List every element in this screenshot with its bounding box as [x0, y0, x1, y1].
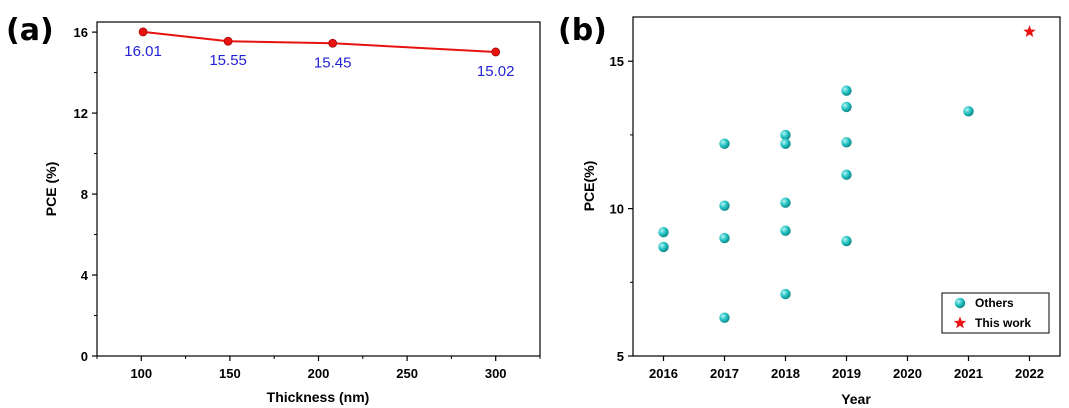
x-tick-label-b: 2022	[1015, 366, 1044, 381]
data-point-a	[328, 38, 338, 48]
data-point-a	[491, 47, 501, 57]
data-point-others	[780, 129, 791, 141]
data-label-a: 16.01	[124, 43, 162, 60]
data-point-others	[780, 288, 791, 300]
x-axis-label-a: Thickness (nm)	[267, 389, 370, 405]
data-point-others	[963, 106, 974, 117]
panel-b-label: (b)	[558, 13, 607, 48]
x-axis-label-b: Year	[841, 391, 871, 407]
x-tick-label-a: 200	[308, 366, 330, 381]
x-tick-label-a: 250	[396, 366, 418, 381]
data-label-a: 15.02	[477, 63, 515, 80]
y-axis-label-a: PCE (%)	[43, 162, 59, 216]
data-label-a: 15.55	[209, 52, 247, 69]
y-tick-label-b: 10	[610, 202, 624, 217]
y-tick-label-a: 16	[74, 25, 88, 40]
legend-marker-others	[954, 297, 966, 309]
legend-marker-this-work	[953, 316, 967, 329]
data-point-others	[658, 241, 669, 253]
y-tick-label-b: 5	[617, 349, 624, 364]
data-point-others	[658, 226, 669, 238]
plot-a-frame	[96, 21, 541, 357]
y-tick-label-a: 0	[81, 349, 88, 364]
y-tick-label-a: 12	[74, 106, 88, 121]
x-tick-label-b: 2017	[710, 366, 739, 381]
legend: Others This work	[941, 292, 1050, 334]
x-tick-label-b: 2020	[893, 366, 922, 381]
plot-b: 2016 2017 2018 2019 2020 2021 2022 5 10 15	[610, 16, 1061, 381]
y-tick-label-a: 4	[81, 268, 89, 283]
x-tick-label-b: 2018	[771, 366, 800, 381]
data-point-others	[719, 138, 730, 149]
legend-entry-others: Others	[975, 296, 1014, 310]
data-point-others	[841, 85, 852, 96]
y-axis-label-b: PCE(%)	[581, 161, 597, 212]
y-tick-label-b: 15	[610, 54, 624, 69]
data-point-others	[841, 101, 852, 113]
panel-a-label: (a)	[6, 13, 54, 48]
data-point-others	[841, 169, 852, 180]
x-tick-label-b: 2021	[954, 366, 983, 381]
data-point-others	[719, 232, 730, 244]
data-point-others	[719, 312, 730, 323]
data-point-others	[780, 197, 791, 208]
x-tick-label-b: 2019	[832, 366, 861, 381]
data-point-others	[841, 235, 852, 247]
data-point-this-work	[1023, 25, 1036, 37]
data-point-others	[719, 200, 730, 211]
y-tick-label-a: 8	[81, 187, 88, 202]
data-label-a: 15.45	[314, 54, 352, 71]
legend-entry-this-work: This work	[975, 316, 1031, 330]
x-tick-label-a: 300	[485, 366, 507, 381]
x-tick-label-a: 100	[130, 366, 152, 381]
x-tick-label-a: 150	[219, 366, 241, 381]
plot-a: 100 150 200 250 300 0 4 8 12 16 16.01 15.55 15.45 1…	[74, 21, 541, 381]
data-point-others	[780, 138, 791, 149]
x-tick-label-b: 2016	[649, 366, 678, 381]
data-point-others	[780, 225, 791, 236]
data-point-a	[138, 27, 148, 37]
series-line-a	[142, 30, 496, 53]
data-point-others	[841, 137, 852, 148]
data-point-a	[223, 36, 233, 46]
